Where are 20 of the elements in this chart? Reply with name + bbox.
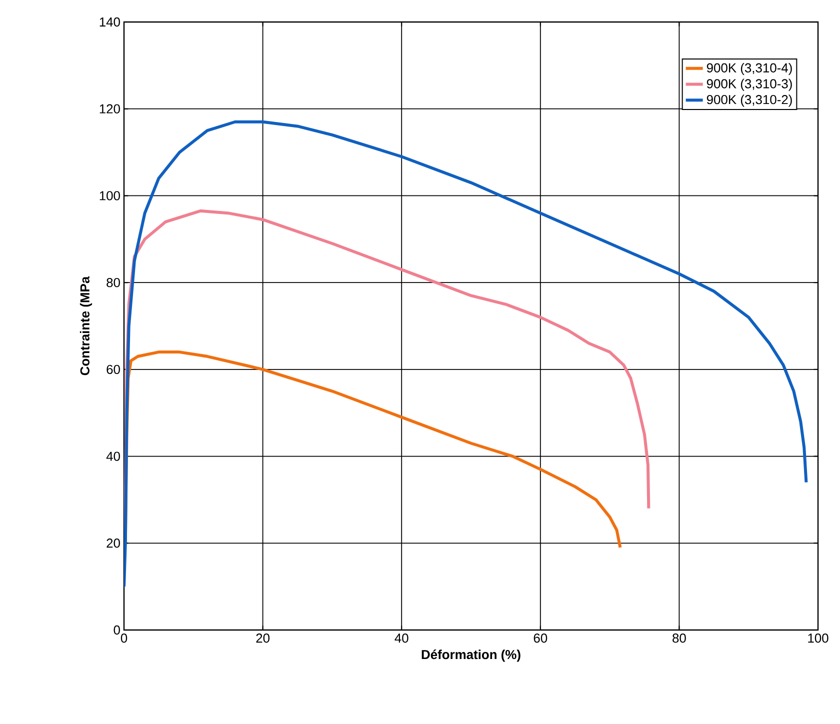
x-tick-label: 0 [120,634,128,643]
legend-label: 900K (3,310-2) [706,94,792,107]
y-tick-label: 0 [114,625,120,635]
y-tick-label: 120 [100,104,120,114]
x-axis-title: Déformation (%) [422,650,520,662]
y-tick-label: 100 [100,191,120,200]
y-tick-label: 80 [106,278,120,288]
legend-label: 900K (3,310-3) [706,78,792,91]
y-tick-label: 140 [100,17,120,27]
y-axis-title: Contrainte (MPa [80,276,92,376]
x-tick-label: 60 [534,634,548,643]
x-tick-label: 80 [672,634,686,643]
x-tick-label: 40 [394,634,408,643]
legend-label: 900K (3,310-4) [706,62,792,76]
y-tick-label: 40 [106,452,120,461]
y-tick-label: 20 [106,538,120,548]
x-tick-label: 20 [256,634,270,643]
y-tick-label: 60 [106,364,120,374]
x-tick-label: 100 [808,634,828,643]
line-series [124,120,808,588]
